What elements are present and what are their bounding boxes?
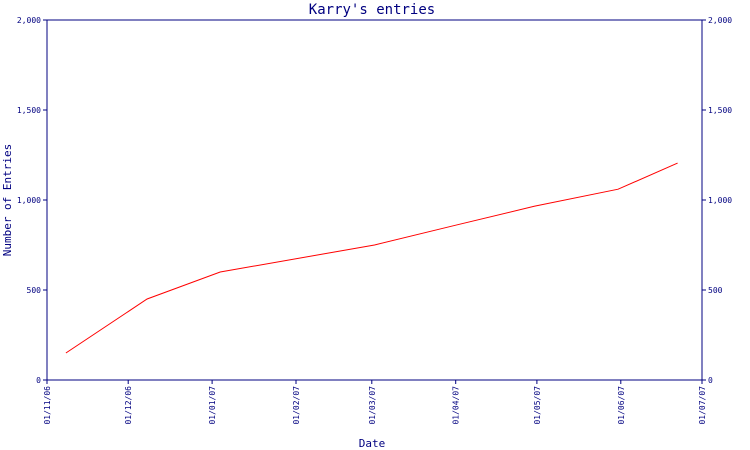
x-tick-label: 01/02/07: [292, 386, 301, 425]
x-tick-label: 01/11/06: [43, 386, 52, 425]
data-point: [373, 244, 376, 247]
y-tick-label-left: 0: [36, 376, 41, 385]
series-group: [64, 162, 679, 355]
y-tick-label-right: 2,000: [708, 16, 732, 25]
x-tick-label: 01/04/07: [452, 386, 461, 425]
x-tick-label: 01/12/06: [124, 386, 133, 425]
chart-title: Karry's entries: [309, 2, 435, 18]
plot-area: [46, 19, 703, 381]
y-axis-left: 0 500 1,000 1,500 2,000: [17, 16, 47, 385]
series-line: [65, 162, 678, 354]
data-point: [454, 224, 457, 227]
y-tick-label-right: 0: [708, 376, 713, 385]
x-tick-label: 01/05/07: [533, 386, 542, 425]
y-axis-right: 0 500 1,000 1,500 2,000: [702, 16, 732, 385]
y-tick-label-right: 1,000: [708, 196, 732, 205]
x-axis: 01/11/06 01/12/06 01/01/07 01/02/07 01/03/07…: [43, 380, 707, 425]
data-point: [533, 205, 536, 208]
data-point: [146, 298, 149, 301]
data-point: [617, 188, 620, 191]
x-tick-label: 01/07/07: [698, 386, 707, 425]
data-point: [64, 352, 67, 355]
x-tick-label: 01/06/07: [617, 386, 626, 425]
y-tick-label-right: 1,500: [708, 106, 732, 115]
data-point: [219, 271, 222, 274]
y-tick-label-left: 2,000: [17, 16, 41, 25]
x-tick-label: 01/01/07: [208, 386, 217, 425]
x-tick-label: 01/03/07: [368, 386, 377, 425]
x-axis-label: Date: [359, 437, 386, 450]
y-tick-label-right: 500: [708, 286, 723, 295]
data-point: [676, 162, 679, 165]
y-tick-label-left: 500: [27, 286, 42, 295]
y-axis-label: Number of Entries: [1, 144, 14, 257]
y-tick-label-left: 1,000: [17, 196, 41, 205]
y-tick-label-left: 1,500: [17, 106, 41, 115]
